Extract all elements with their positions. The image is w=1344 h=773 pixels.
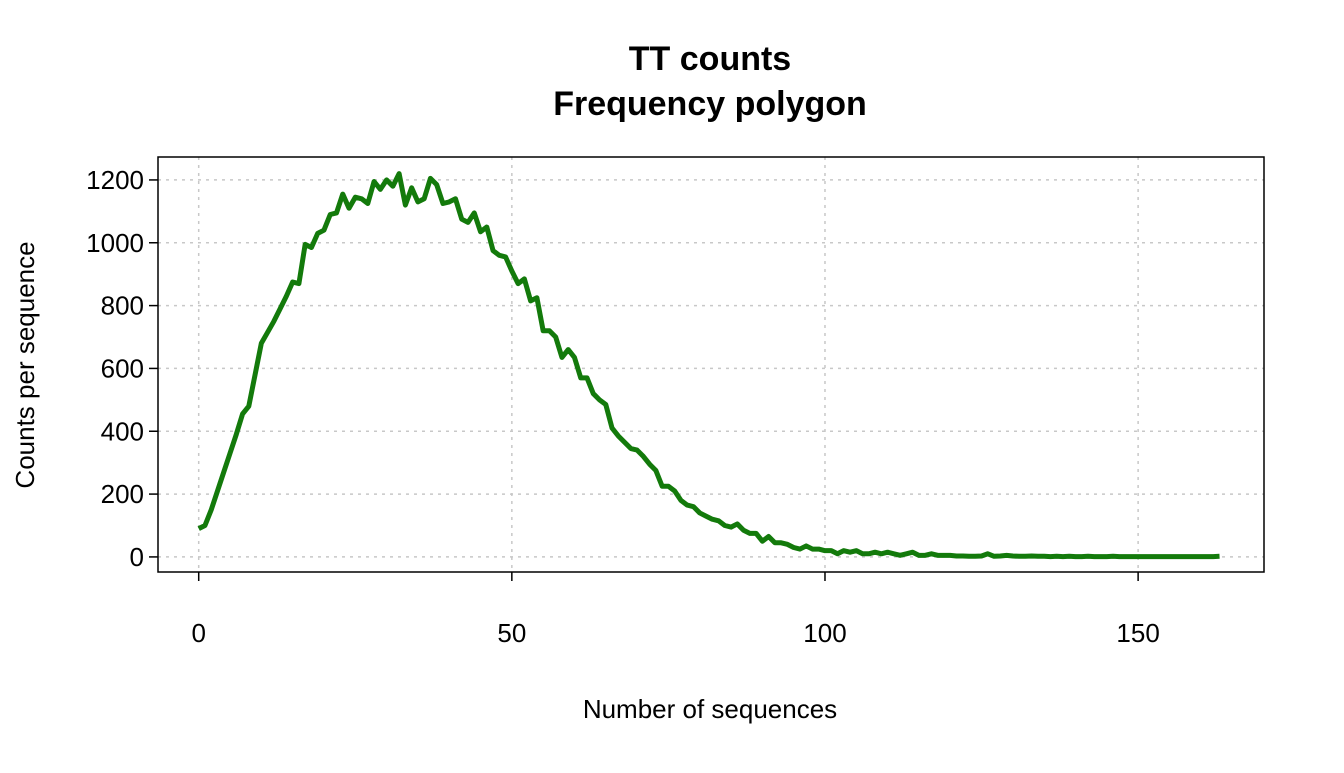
chart-title: TT counts: [629, 40, 791, 78]
x-tick-label: 0: [191, 618, 205, 648]
y-tick-label: 200: [101, 479, 144, 509]
data-line: [197, 171, 1220, 560]
x-tick-label: 150: [1116, 618, 1159, 648]
y-axis-label: Counts per sequence: [10, 241, 40, 488]
chart-subtitle: Frequency polygon: [553, 85, 867, 123]
y-tick-label: 800: [101, 291, 144, 321]
x-axis-label: Number of sequences: [583, 694, 837, 724]
plot-frame: [157, 156, 1265, 573]
y-tick-label: 1000: [86, 228, 144, 258]
x-tick-label: 50: [497, 618, 526, 648]
y-tick-label: 600: [101, 353, 144, 383]
y-tick-label: 0: [130, 542, 144, 572]
x-tick-label: 100: [803, 618, 846, 648]
y-tick-label: 400: [101, 416, 144, 446]
y-tick-label: 1200: [86, 165, 144, 195]
